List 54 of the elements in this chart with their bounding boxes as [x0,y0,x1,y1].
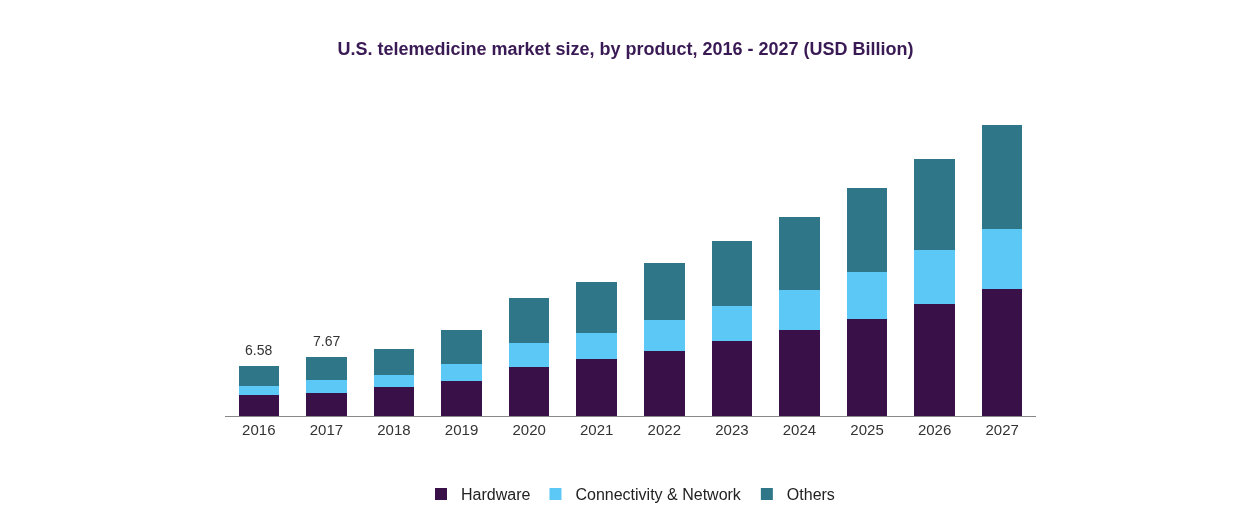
annotation: 6.58 [245,342,273,358]
bar [846,188,888,272]
bar [441,363,482,381]
bar [238,395,280,416]
legend-label: Others [786,486,835,504]
x-tick-label: 2021 [580,421,614,438]
x-tick-label: 2025 [850,421,884,438]
bar [711,240,753,307]
x-tick-label: 2024 [782,421,817,438]
x-tick-label: 2018 [377,421,411,438]
bar [981,289,1023,416]
bar [711,340,753,416]
bar [306,357,347,381]
bar [644,350,685,416]
legend-label: Connectivity & Network [575,486,742,504]
bar [914,304,955,416]
bar [373,348,415,375]
chart-title: U.S. telemedicine market size, by product, 2016 - 2027 (USD Billion) [337,38,914,59]
bar [779,330,820,416]
x-tick-label: 2019 [444,421,479,438]
bar [779,217,820,291]
bar [373,374,415,388]
x-tick-label: 2026 [917,421,952,438]
x-tick-label: 2023 [715,421,749,438]
bar [238,386,280,396]
bar [711,306,753,341]
bar [238,365,280,387]
bar [846,271,888,319]
bar [779,290,820,331]
x-tick-label: 2020 [512,421,546,438]
x-tick-label: 2016 [242,421,276,438]
legend-label: Hardware [461,486,531,504]
bar [508,366,550,416]
bar [914,250,955,305]
bar [306,392,347,416]
bar [441,330,482,364]
x-tick-label: 2027 [985,421,1019,438]
annotation: 7.67 [313,333,341,349]
bar [441,380,482,416]
bar [306,380,347,393]
bar [644,319,685,351]
bar [508,298,550,343]
bar [373,387,415,416]
x-tick-label: 2022 [647,421,681,438]
bar [644,262,685,320]
bar [981,228,1023,290]
bar [508,342,550,367]
bar [576,282,617,333]
bar [576,332,617,359]
x-tick-label: 2017 [309,421,344,438]
bar [914,158,955,251]
bar [846,318,888,416]
bar [981,124,1023,229]
bar [576,358,617,416]
